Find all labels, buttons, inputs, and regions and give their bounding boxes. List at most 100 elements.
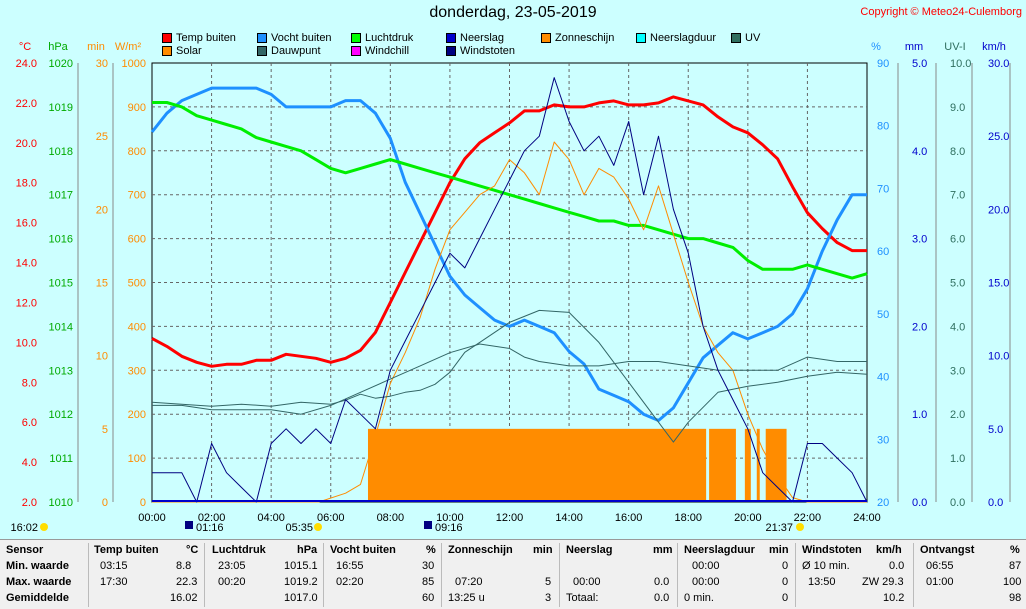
stats-cell: 17:30	[100, 576, 128, 588]
axis-tick-label-solar: 500	[128, 278, 146, 290]
stats-header-reception-unit: %	[1010, 544, 1020, 556]
axis-tick-label-wind: 15.0	[988, 278, 1009, 290]
axis-tick-label-temp: 12.0	[16, 297, 37, 309]
legend-temp-buiten: Temp buiten	[162, 32, 236, 45]
stats-cell: 13:25 u	[448, 592, 485, 604]
axis-tick-label-pressure: 1011	[49, 453, 73, 465]
stats-cell: 06:55	[926, 560, 954, 572]
moonset-icon	[424, 521, 432, 529]
stats-header-temp: Temp buiten	[94, 544, 159, 556]
axis-tick-label-pressure: 1015	[49, 278, 73, 290]
stats-header-gusts: Windstoten	[802, 544, 862, 556]
stats-cell: 85	[422, 576, 435, 588]
axis-tick-label-wind: 25.0	[988, 131, 1009, 143]
axis-tick-label-humidity: 30	[877, 434, 889, 446]
stats-cell: 98	[1009, 592, 1022, 604]
stats-cell: 02:20	[336, 576, 364, 588]
axis-tick-label-humidity: 90	[877, 58, 889, 70]
copyright-text: Copyright © Meteo24-Culemborg	[860, 6, 1022, 18]
stats-cell: 5	[545, 576, 552, 588]
sunset-icon	[796, 523, 804, 531]
stats-cell: 00:00	[692, 576, 720, 588]
axis-tick-label-temp: 18.0	[16, 178, 37, 190]
axis-tick-label-pressure: 1010	[49, 497, 73, 509]
stats-header-reception: Ontvangst	[920, 544, 975, 556]
axis-tick-label-pressure: 1012	[49, 409, 73, 421]
stats-cell: 13:50	[808, 576, 836, 588]
stats-header-gusts-unit: km/h	[876, 544, 902, 556]
legend-uv: UV	[731, 32, 760, 45]
stats-cell: ZW 29.3	[862, 576, 904, 588]
stats-cell: Totaal:	[566, 592, 599, 604]
stats-table: Sensor Temp buiten °C Luchtdruk hPa Voch…	[0, 539, 1026, 609]
axis-tick-label-uv: 5.0	[950, 278, 965, 290]
series-line-dauwpunt	[151, 309, 868, 443]
x-tick-label: 08:00	[377, 512, 405, 524]
x-tick-label: 04:00	[257, 512, 285, 524]
x-tick-label: 06:00	[317, 512, 345, 524]
axis-title-rain: mm	[905, 41, 923, 53]
stats-header-temp-unit: °C	[186, 544, 199, 556]
axis-tick-label-uv: 3.0	[950, 365, 965, 377]
legend-zonneschijn: Zonneschijn	[541, 32, 614, 45]
axis-tick-label-uv: 9.0	[950, 102, 965, 114]
axis-tick-label-temp: 2.0	[22, 497, 37, 509]
axis-tick-label-rain: 5.0	[912, 58, 927, 70]
series-line-temp-buiten	[151, 95, 867, 368]
axis-tick-label-humidity: 70	[877, 183, 889, 195]
stats-row-avg-label: Gemiddelde	[6, 592, 69, 604]
legend-solar: Solar	[162, 45, 202, 58]
axis-tick-label-temp: 24.0	[16, 58, 37, 70]
series-line-windstoten	[152, 77, 868, 503]
axis-tick-label-rain: 3.0	[912, 234, 927, 246]
sunrise-label: 05:35	[285, 522, 313, 534]
x-tick-label: 18:00	[674, 512, 702, 524]
legend-windstoten: Windstoten	[446, 45, 515, 58]
axis-tick-label-temp: 22.0	[16, 98, 37, 110]
stats-header-sunshine-unit: min	[533, 544, 553, 556]
axis-tick-label-humidity: 80	[877, 121, 889, 133]
axis-tick-label-wind: 0.0	[988, 497, 1003, 509]
moonrise-label: 01:16	[196, 522, 224, 534]
axis-tick-label-pressure: 1019	[49, 102, 73, 114]
series-line-vocht-buiten	[150, 86, 867, 422]
x-tick-label: 12:00	[496, 512, 524, 524]
axis-tick-label-uv: 6.0	[950, 234, 965, 246]
legend-vocht-buiten: Vocht buiten	[257, 32, 332, 45]
axis-tick-label-solar: 400	[128, 321, 146, 333]
series-line-uv	[152, 343, 867, 415]
stats-cell: 10.2	[883, 592, 905, 604]
stats-cell: 0.0	[889, 560, 905, 572]
axis-tick-label-minutes: 10	[96, 351, 108, 363]
axis-tick-label-uv: 10.0	[950, 58, 971, 70]
stats-header-pressure-unit: hPa	[297, 544, 318, 556]
stats-cell: 07:20	[455, 576, 483, 588]
sunshine-bar	[744, 428, 751, 502]
axis-tick-label-pressure: 1013	[49, 365, 73, 377]
x-tick-label: 02:00	[198, 512, 226, 524]
stats-cell: 0 min.	[684, 592, 714, 604]
axis-tick-label-uv: 8.0	[950, 146, 965, 158]
chart-canvas: 2.0 4.0 6.0 8.0 10.0 12.0 14.0 16.0 18.0 20.0 22.0…	[10, 41, 1011, 534]
legend-windchill: Windchill	[351, 45, 409, 58]
x-tick-label: 20:00	[734, 512, 762, 524]
axis-tick-label-wind: 30.0	[988, 58, 1009, 70]
axis-title-wind: km/h	[982, 41, 1006, 53]
stats-cell: 03:15	[100, 560, 128, 572]
stats-cell: 00:00	[573, 576, 601, 588]
stats-cell: 00:00	[692, 560, 720, 572]
series-line-solar	[152, 141, 867, 503]
axis-tick-label-solar: 300	[128, 365, 146, 377]
marker-time-label: 16:02	[10, 522, 38, 534]
sunrise-icon	[314, 523, 322, 531]
stats-cell: 100	[1003, 576, 1022, 588]
stats-header-rain-duration: Neerslagduur	[684, 544, 755, 556]
stats-cell: 1019.2	[284, 576, 318, 588]
axis-tick-label-humidity: 50	[877, 309, 889, 321]
axis-tick-label-pressure: 1020	[49, 58, 73, 70]
stats-cell: 30	[422, 560, 435, 572]
axis-tick-label-uv: 2.0	[950, 409, 965, 421]
axis-title-minutes: min	[87, 41, 105, 53]
axis-tick-label-solar: 200	[128, 409, 146, 421]
sun-icon	[40, 523, 48, 531]
